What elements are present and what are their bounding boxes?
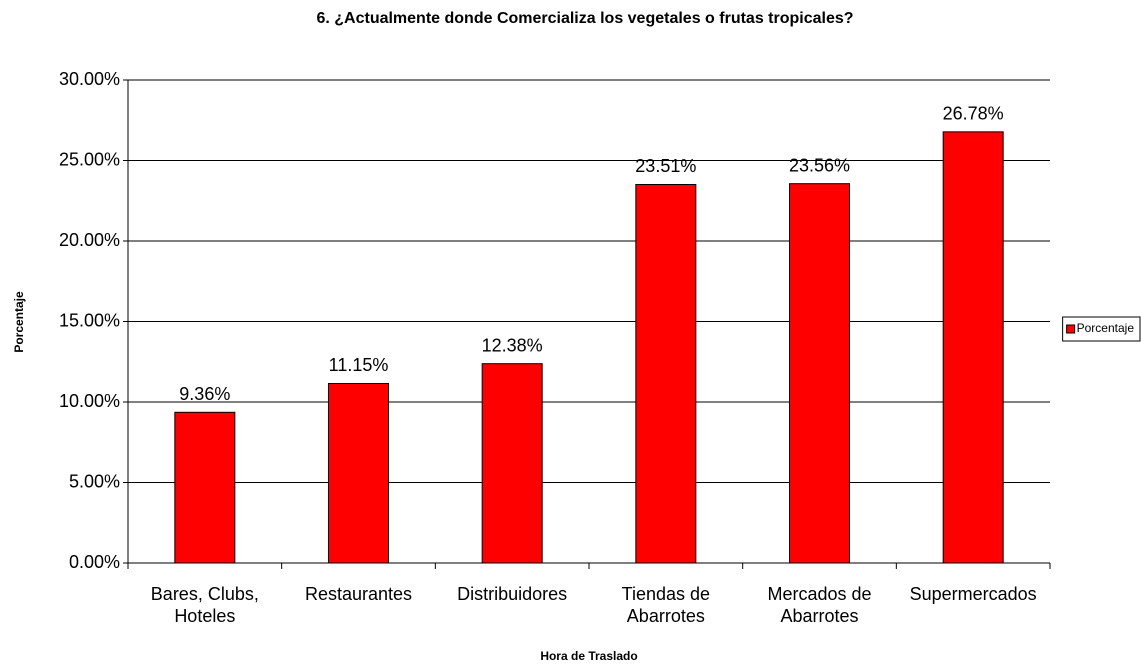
y-tick-label: 5.00% [69,471,120,491]
bar [942,131,1004,564]
bar [789,183,850,564]
bar [481,363,543,564]
y-tick-label: 20.00% [59,230,120,250]
x-tick-label: Restaurantes [304,584,413,604]
x-tick-label: Bares, Clubs, Hoteles [150,584,259,626]
chart-title: 6. ¿Actualmente donde Comercializa los v… [316,10,853,27]
legend-label: Porcentaje [1077,321,1135,335]
y-axis-label: Porcentaje [12,291,26,353]
legend-swatch [1066,324,1076,334]
bar [635,183,697,564]
y-tick-label: 15.00% [59,310,120,330]
data-label: 26.78% [943,104,1004,124]
x-tick-label: Tiendas de Abarrotes [621,584,711,626]
x-axis-label: Hora de Traslado [540,649,637,663]
x-tick-label: Distribuidores [457,584,568,604]
data-label: 11.15% [329,355,389,375]
y-tick-label: 0.00% [69,552,120,572]
bar [328,382,389,564]
data-label: 23.56% [789,155,850,175]
x-tick-label: Supermercados [909,584,1037,604]
y-tick-label: 30.00% [59,69,120,89]
x-tick-label: Mercados de Abarrotes [767,584,872,626]
data-label: 12.38% [482,335,543,355]
y-tick-label: 10.00% [59,391,120,411]
data-label: 9.36% [179,384,230,404]
y-tick-label: 25.00% [59,149,120,169]
bar [174,411,236,564]
data-label: 23.51% [635,156,696,176]
legend-box [1062,316,1141,342]
